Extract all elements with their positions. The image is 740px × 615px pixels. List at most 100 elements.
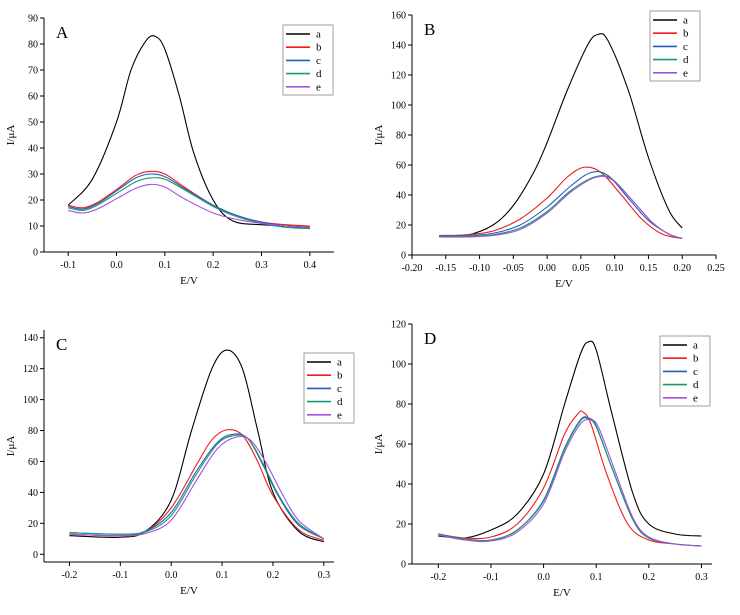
y-tick-label: 120 [23, 364, 38, 375]
y-tick-label: 100 [391, 101, 406, 112]
y-tick-label: 20 [28, 196, 38, 207]
panel-label: B [424, 20, 435, 39]
x-tick-label: 0.2 [267, 570, 280, 581]
x-tick-label: -0.20 [402, 263, 423, 274]
series-a-line [438, 33, 683, 238]
x-tick-label: 0.1 [159, 260, 172, 271]
series-a-line [67, 35, 310, 228]
legend-label-d: d [693, 379, 699, 391]
series-d-line [69, 434, 325, 540]
y-tick-label: 50 [28, 118, 38, 129]
series-a-line [438, 340, 702, 539]
x-tick-label: -0.15 [435, 263, 456, 274]
x-tick-label: 0.0 [165, 570, 178, 581]
series-c-line [439, 171, 683, 240]
y-tick-label: 160 [391, 11, 406, 22]
x-tick-label: 0.0 [110, 260, 123, 271]
legend-label-b: b [316, 42, 322, 54]
legend-label-c: c [683, 41, 688, 53]
panel-c: -0.2 -0.1 0.0 0.1 0.2 0.3 0 20 40 60 80 100 120 140 E/… [5, 330, 355, 597]
y-tick-label: 100 [391, 360, 406, 371]
legend-label-a: a [337, 357, 342, 369]
series-d-line [438, 417, 702, 547]
legend-label-e: e [683, 67, 688, 79]
y-tick-label: 0 [401, 251, 406, 262]
x-tick-label: 0.4 [304, 260, 317, 271]
y-tick-label: 40 [28, 144, 38, 155]
legend-label-d: d [316, 68, 322, 80]
legend-label-e: e [337, 409, 342, 421]
panel-d: -0.2 -0.1 0.0 0.1 0.2 0.3 0 20 40 60 80 100 120 E/V I/… [373, 320, 712, 599]
x-axis-label: E/V [180, 585, 198, 597]
x-tick-label: 0.25 [707, 263, 725, 274]
legend-label-c: c [316, 55, 321, 67]
y-tick-label: 60 [396, 161, 406, 172]
x-tick-label: 0.1 [216, 570, 229, 581]
legend-label-c: c [693, 366, 698, 378]
legend-label-d: d [337, 396, 343, 408]
x-tick-label: 0.00 [538, 263, 556, 274]
legend-label-b: b [683, 28, 689, 40]
x-tick-label: -0.2 [430, 572, 446, 583]
y-tick-label: 20 [396, 221, 406, 232]
series-d-line [439, 175, 683, 240]
y-axis-label: I/μA [5, 125, 17, 146]
y-tick-label: 80 [396, 131, 406, 142]
legend-label-d: d [683, 54, 689, 66]
series-b-line [69, 428, 325, 541]
x-tick-label: -0.1 [483, 572, 499, 583]
y-tick-label: 20 [396, 520, 406, 531]
legend-label-b: b [693, 353, 699, 365]
y-tick-label: 100 [23, 395, 38, 406]
x-tick-label: 0.1 [590, 572, 603, 583]
y-tick-label: 140 [23, 333, 38, 344]
x-tick-label: -0.1 [60, 260, 76, 271]
x-axis-label: E/V [555, 278, 573, 290]
legend-label-c: c [337, 383, 342, 395]
y-tick-label: 120 [391, 71, 406, 82]
x-tick-label: 0.20 [673, 263, 691, 274]
x-tick-label: 0.2 [207, 260, 220, 271]
y-tick-label: 60 [28, 457, 38, 468]
y-tick-label: 140 [391, 41, 406, 52]
panel-label: C [56, 335, 67, 354]
series-e-line [69, 435, 325, 540]
legend-label-a: a [683, 15, 688, 27]
legend-label-e: e [693, 392, 698, 404]
y-tick-label: 40 [396, 191, 406, 202]
y-tick-label: 60 [396, 440, 406, 451]
series-d-line [68, 177, 310, 230]
series-c-line [68, 173, 310, 230]
x-tick-label: -0.2 [62, 570, 78, 581]
x-tick-label: 0.3 [255, 260, 268, 271]
y-tick-label: 0 [33, 550, 38, 561]
series-e-line [68, 183, 310, 228]
y-tick-label: 90 [28, 14, 38, 25]
x-tick-label: 0.05 [572, 263, 590, 274]
y-tick-label: 80 [28, 426, 38, 437]
y-tick-label: 40 [396, 480, 406, 491]
panel-label: D [424, 329, 436, 348]
y-tick-label: 40 [28, 488, 38, 499]
y-tick-label: 60 [28, 92, 38, 103]
x-tick-label: 0.3 [695, 572, 708, 583]
y-tick-label: 0 [33, 248, 38, 259]
x-tick-label: -0.1 [112, 570, 128, 581]
x-tick-label: -0.05 [503, 263, 524, 274]
series-c-line [69, 433, 325, 540]
legend-label-a: a [693, 340, 698, 352]
series-c-line [438, 416, 702, 547]
series-b-line [439, 166, 683, 240]
legend-label-b: b [337, 370, 343, 382]
y-tick-label: 20 [28, 519, 38, 530]
series-b-line [438, 410, 702, 547]
panel-a: -0.1 0.0 0.1 0.2 0.3 0.4 0 10 20 30 40 50 60 70 80 90 E/… [5, 14, 334, 287]
y-tick-label: 70 [28, 66, 38, 77]
y-axis-label: I/μA [5, 436, 17, 457]
series-a-line [69, 349, 325, 543]
legend-label-a: a [316, 29, 321, 41]
